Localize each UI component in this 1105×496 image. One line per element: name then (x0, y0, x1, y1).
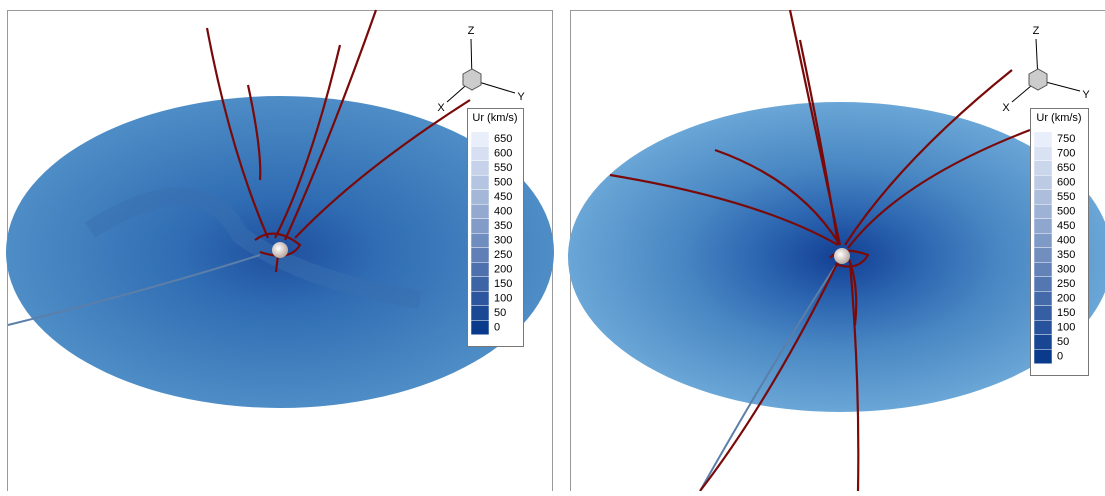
legend-label: 150 (494, 278, 512, 290)
legend-label: 650 (494, 133, 512, 145)
legend-label: 500 (494, 176, 512, 188)
legend-label: 300 (1057, 263, 1075, 275)
legend-label: 50 (1057, 336, 1069, 348)
legend-label: 600 (1057, 176, 1075, 188)
axis-label: Z (468, 25, 475, 37)
legend-label: 350 (1057, 249, 1075, 261)
axis-label: X (1002, 102, 1010, 114)
legend-title: Ur (km/s) (1036, 112, 1081, 124)
axis-label: Y (517, 91, 525, 103)
legend-label: 600 (494, 147, 512, 159)
legend-swatch (1034, 161, 1052, 176)
legend-label: 700 (1057, 147, 1075, 159)
legend-label: 400 (494, 205, 512, 217)
legend-label: 450 (494, 191, 512, 203)
legend-swatch (1034, 204, 1052, 219)
legend-swatch (1034, 291, 1052, 306)
legend-label: 100 (494, 292, 512, 304)
legend-swatch (471, 320, 489, 335)
legend-swatch (1034, 320, 1052, 335)
legend-swatch (471, 262, 489, 277)
legend-title: Ur (km/s) (472, 112, 517, 124)
legend-swatch (471, 161, 489, 176)
legend-swatch (1034, 306, 1052, 321)
legend-swatch (471, 306, 489, 321)
legend-label: 0 (1057, 350, 1063, 362)
legend-swatch (1034, 335, 1052, 350)
triad-cube (463, 69, 481, 90)
legend-label: 650 (1057, 162, 1075, 174)
legend-label: 400 (1057, 234, 1075, 246)
axis-label: Y (1082, 89, 1090, 101)
legend-swatch (471, 291, 489, 306)
legend-swatch (1034, 277, 1052, 292)
legend-label: 200 (1057, 292, 1075, 304)
legend-label: 150 (1057, 307, 1075, 319)
legend-label: 250 (1057, 278, 1075, 290)
legend-label: 550 (1057, 191, 1075, 203)
legend-swatch (471, 175, 489, 190)
legend-swatch (471, 190, 489, 205)
legend-swatch (1034, 248, 1052, 263)
legend-swatch (1034, 219, 1052, 234)
legend-label: 100 (1057, 321, 1075, 333)
legend-swatch (1034, 262, 1052, 277)
legend-swatch (471, 233, 489, 248)
legend-label: 0 (494, 321, 500, 333)
legend-label: 350 (494, 220, 512, 232)
sun (272, 242, 288, 258)
legend-swatch (471, 277, 489, 292)
legend-swatch (1034, 175, 1052, 190)
legend-label: 550 (494, 162, 512, 174)
legend-label: 250 (494, 249, 512, 261)
legend-swatch (471, 146, 489, 161)
axis-label: Z (1033, 25, 1040, 37)
legend-swatch (1034, 132, 1052, 147)
legend-swatch (471, 204, 489, 219)
triad-cube (1029, 69, 1047, 90)
legend-swatch (1034, 146, 1052, 161)
legend-swatch (1034, 233, 1052, 248)
legend-swatch (471, 219, 489, 234)
legend-swatch (471, 132, 489, 147)
legend-label: 500 (1057, 205, 1075, 217)
legend-swatch (1034, 349, 1052, 364)
legend-swatch (1034, 190, 1052, 205)
right-panel (568, 10, 1105, 491)
sun (834, 248, 850, 264)
legend-label: 450 (1057, 220, 1075, 232)
legend-label: 750 (1057, 133, 1075, 145)
legend-swatch (471, 248, 489, 263)
legend-label: 200 (494, 263, 512, 275)
legend-label: 50 (494, 307, 506, 319)
legend-label: 300 (494, 234, 512, 246)
axis-label: X (437, 102, 445, 114)
